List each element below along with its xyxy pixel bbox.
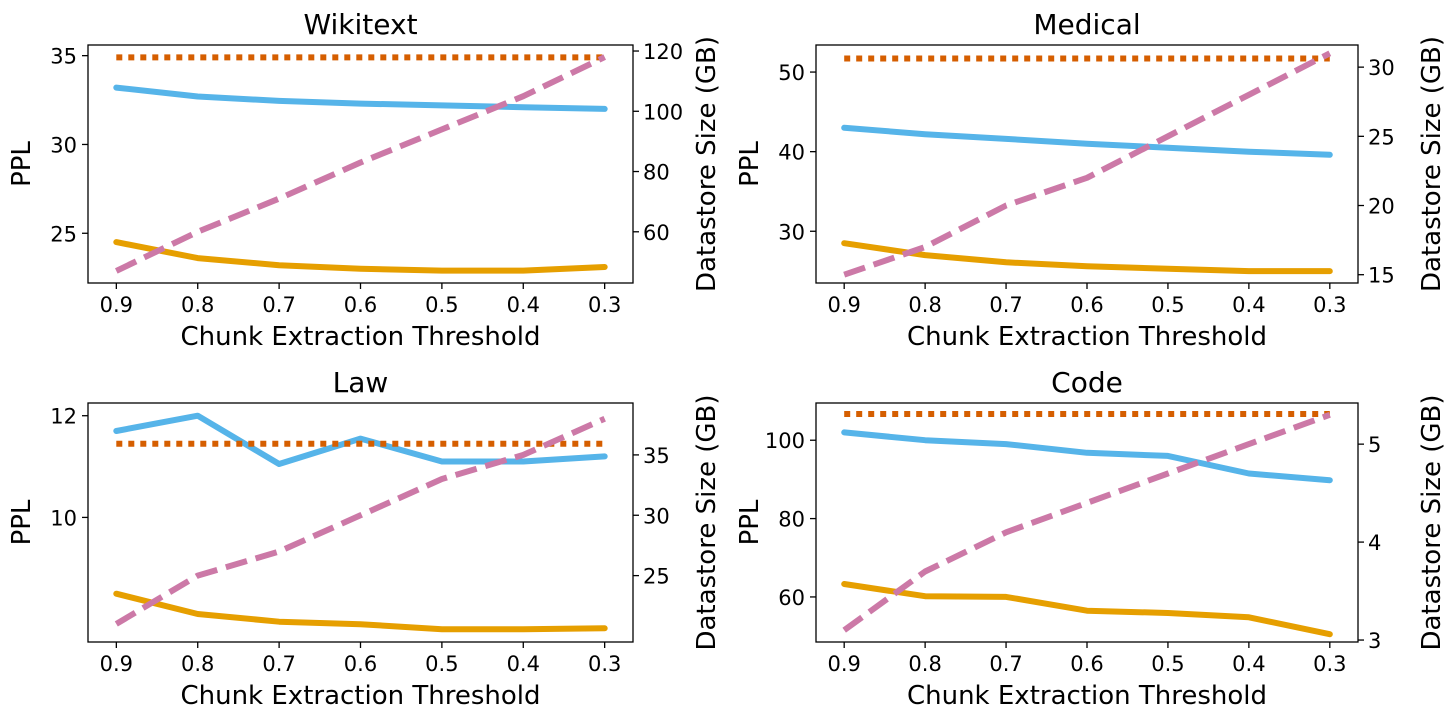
y-axis-label: PPL <box>735 141 765 187</box>
x-axis-label: Chunk Extraction Threshold <box>907 681 1267 711</box>
series-line-orange <box>841 240 1333 275</box>
y-tick-label: 80 <box>778 508 805 532</box>
y2-tick-label: 30 <box>643 504 670 528</box>
y2-tick-label: 80 <box>643 161 670 185</box>
x-tick-label: 0.5 <box>1151 652 1184 676</box>
chart-title: Code <box>1051 366 1123 399</box>
series-line-pink <box>114 415 606 627</box>
x-tick-label: 0.5 <box>425 293 458 317</box>
x-axis-label: Chunk Extraction Threshold <box>180 322 540 352</box>
y-tick-label: 35 <box>50 45 77 69</box>
series-line-orange <box>113 239 608 274</box>
y-tick-label: 100 <box>765 429 805 453</box>
x-tick-label: 0.8 <box>908 293 941 317</box>
chart-title: Medical <box>1033 8 1140 41</box>
x-tick-label: 0.9 <box>100 293 133 317</box>
y2-tick-label: 4 <box>1368 531 1381 555</box>
x-tick-label: 0.7 <box>989 293 1022 317</box>
y-tick-label: 30 <box>50 133 77 157</box>
x-tick-label: 0.4 <box>507 293 540 317</box>
x-tick-label: 0.3 <box>1313 293 1346 317</box>
x-axis-label: Chunk Extraction Threshold <box>180 681 540 711</box>
y2-tick-label: 3 <box>1368 629 1381 653</box>
y2-tick-label: 5 <box>1368 433 1381 457</box>
y2-tick-label: 120 <box>643 40 683 64</box>
x-tick-label: 0.6 <box>344 652 377 676</box>
y2-tick-label: 60 <box>643 221 670 245</box>
x-tick-label: 0.7 <box>262 652 295 676</box>
chart-panel-3: 0.9 0.8 0.7 0.6 0.5 0.4 0.3 10 12 25 30 35 Law Chunk … <box>7 366 722 711</box>
x-tick-label: 0.8 <box>181 293 214 317</box>
x-axis-label: Chunk Extraction Threshold <box>907 322 1267 352</box>
y2-tick-label: 25 <box>643 565 670 589</box>
chart-title: Law <box>333 366 389 399</box>
series-line-pink <box>842 411 1331 633</box>
series-line-blue <box>841 429 1333 484</box>
y2-tick-label: 20 <box>1368 195 1395 219</box>
x-tick-label: 0.4 <box>507 652 540 676</box>
y-axis-label: PPL <box>735 499 765 545</box>
x-tick-label: 0.5 <box>1151 293 1184 317</box>
x-tick-label: 0.8 <box>908 652 941 676</box>
y-axis-label: PPL <box>7 499 37 545</box>
y2-axis-label: Datastore Size (GB) <box>1417 394 1447 650</box>
y2-axis-label: Datastore Size (GB) <box>692 36 722 292</box>
x-tick-label: 0.7 <box>989 652 1022 676</box>
x-tick-label: 0.4 <box>1232 293 1265 317</box>
series-line-orange <box>113 590 608 633</box>
series-line-blue <box>841 124 1333 158</box>
y-tick-label: 40 <box>778 141 805 165</box>
y-tick-label: 60 <box>778 586 805 610</box>
y-tick-label: 30 <box>778 220 805 244</box>
x-tick-label: 0.6 <box>1070 652 1103 676</box>
y2-tick-label: 100 <box>643 100 683 124</box>
chart-title: Wikitext <box>303 8 417 41</box>
y2-tick-label: 30 <box>1368 56 1395 80</box>
y-tick-label: 10 <box>50 506 77 530</box>
x-tick-label: 0.9 <box>827 293 860 317</box>
x-tick-label: 0.3 <box>1313 652 1346 676</box>
series-line-orange <box>841 581 1333 638</box>
x-tick-label: 0.7 <box>262 293 295 317</box>
chart-panel-2: 0.9 0.8 0.7 0.6 0.5 0.4 0.3 30 40 50 15 20 25 30 Medic… <box>735 8 1447 352</box>
chart-panel-4: 0.9 0.8 0.7 0.6 0.5 0.4 0.3 60 80 100 3 4 5 Code Chunk… <box>735 366 1447 711</box>
series-line-blue <box>113 412 608 467</box>
y-tick-label: 25 <box>50 222 77 246</box>
y2-tick-label: 25 <box>1368 125 1395 149</box>
x-tick-label: 0.3 <box>588 293 621 317</box>
x-tick-label: 0.8 <box>181 652 214 676</box>
x-tick-label: 0.9 <box>827 652 860 676</box>
y2-tick-label: 35 <box>643 444 670 468</box>
x-tick-label: 0.6 <box>344 293 377 317</box>
series-line-pink <box>843 50 1332 278</box>
x-tick-label: 0.9 <box>100 652 133 676</box>
x-tick-label: 0.3 <box>588 652 621 676</box>
series-line-pink <box>115 54 606 274</box>
x-tick-label: 0.5 <box>425 652 458 676</box>
y-axis-label: PPL <box>7 141 37 187</box>
x-tick-label: 0.4 <box>1232 652 1265 676</box>
x-tick-label: 0.6 <box>1070 293 1103 317</box>
y-tick-label: 12 <box>50 405 77 429</box>
y2-axis-label: Datastore Size (GB) <box>692 394 722 650</box>
chart-panel-1: 0.9 0.8 0.7 0.6 0.5 0.4 0.3 25 30 35 60 80 100 120 Wik… <box>7 8 722 352</box>
y-tick-label: 50 <box>778 61 805 85</box>
y2-tick-label: 15 <box>1368 264 1395 288</box>
series-line-blue <box>113 84 608 112</box>
y2-axis-label: Datastore Size (GB) <box>1417 36 1447 292</box>
